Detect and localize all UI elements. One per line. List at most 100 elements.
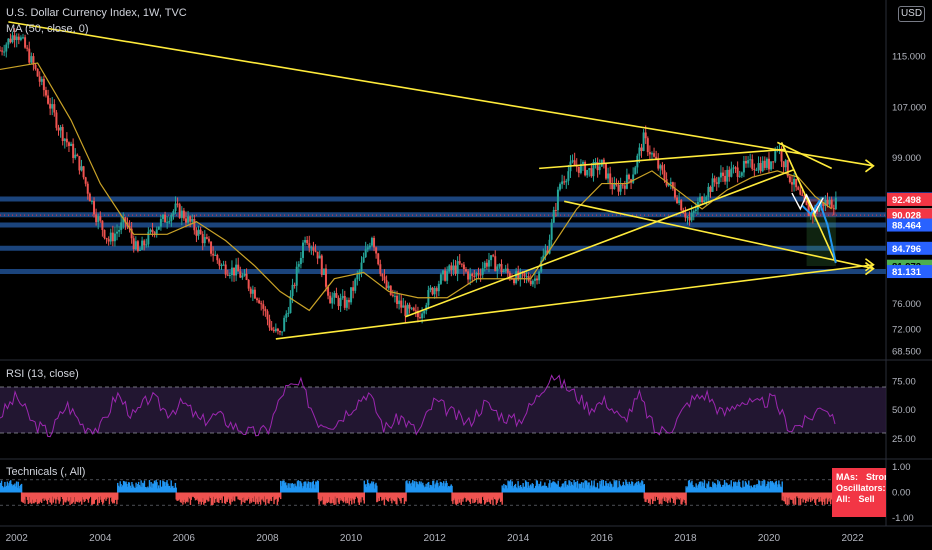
price-candle: [78, 156, 81, 171]
tech-bar: [281, 481, 284, 493]
price-candle: [134, 241, 137, 250]
tech-bar: [260, 492, 263, 500]
price-candle: [770, 161, 773, 170]
tech-bar: [291, 483, 294, 493]
tech-bar: [640, 485, 642, 493]
tech-bar: [122, 485, 124, 493]
tech-bar: [810, 492, 813, 498]
tech-bar: [643, 492, 646, 499]
price-candle: [373, 237, 376, 248]
tech-bar: [230, 492, 233, 500]
tech-bar: [397, 492, 400, 498]
price-candle: [184, 218, 187, 223]
tech-osc-row: Oscillators:N: [836, 483, 886, 494]
tech-bar: [348, 492, 350, 505]
tech-bar: [686, 487, 688, 493]
tech-bar: [408, 481, 411, 493]
tech-bar: [795, 492, 798, 497]
tech-bar: [284, 483, 286, 493]
price-candle: [111, 232, 114, 242]
price-candle: [506, 268, 509, 273]
tech-bar: [378, 492, 381, 501]
tech-bar: [70, 492, 72, 498]
level-label: 90.028: [892, 211, 921, 222]
tech-bar: [25, 492, 27, 497]
tech-bar: [797, 492, 799, 499]
tech-bar: [356, 492, 358, 497]
tech-bar: [351, 492, 353, 505]
tech-bar: [152, 483, 154, 493]
tech-bar: [313, 484, 315, 493]
tech-all-label: All:: [836, 494, 851, 504]
tech-bar: [815, 492, 818, 500]
tech-bar: [508, 481, 510, 493]
price-panel[interactable]: [0, 21, 886, 340]
tech-bar: [308, 488, 310, 493]
tech-bar: [519, 487, 521, 493]
price-candle: [707, 186, 710, 197]
price-candle: [786, 160, 789, 177]
tech-bar: [144, 486, 147, 493]
tech-bar: [758, 480, 761, 493]
tech-bar: [287, 483, 289, 493]
price-candle: [713, 178, 716, 183]
technicals-panel[interactable]: [0, 479, 886, 506]
price-candle: [646, 138, 649, 153]
price-candle: [67, 142, 70, 146]
price-candle: [780, 148, 783, 162]
tech-bar: [56, 492, 58, 500]
tech-bar: [0, 480, 3, 493]
rsi-panel[interactable]: [0, 374, 886, 438]
tech-bar: [280, 492, 282, 500]
price-candle: [481, 268, 484, 275]
price-candle: [740, 172, 743, 176]
currency-button[interactable]: USD: [898, 6, 925, 22]
tech-bar: [677, 492, 679, 498]
tech-bar: [503, 483, 505, 493]
tech-bar: [314, 488, 316, 493]
tech-bar: [821, 492, 824, 505]
tech-bar: [301, 488, 304, 493]
tech-bar: [721, 486, 723, 493]
tech-bar: [432, 480, 435, 493]
price-candle: [86, 183, 89, 194]
tech-bar: [128, 482, 131, 493]
tech-bar: [322, 492, 325, 505]
tech-bar: [698, 481, 701, 493]
tech-bar: [213, 492, 216, 503]
tech-bar: [264, 492, 266, 497]
tech-bar: [661, 492, 664, 499]
price-candle: [567, 171, 570, 181]
tech-bar: [303, 481, 305, 493]
price-candle: [26, 47, 29, 49]
tech-bar: [130, 487, 132, 493]
price-candle: [320, 255, 323, 275]
price-candle: [297, 264, 300, 267]
tech-bar: [539, 481, 542, 493]
tech-bar: [163, 482, 166, 493]
ma-legend: MA (50, close, 0): [6, 23, 89, 35]
tech-bar: [36, 492, 39, 505]
tech-bar: [18, 488, 20, 493]
price-candle: [182, 210, 185, 219]
y-tick-label: 115.000: [892, 52, 926, 63]
tech-bar: [642, 484, 645, 493]
tech-bar: [325, 492, 328, 502]
tech-bar: [67, 492, 70, 502]
tech-bar: [638, 484, 640, 493]
tech-bar: [376, 485, 378, 493]
tech-bar: [1, 486, 4, 493]
tech-bar: [718, 481, 721, 493]
tech-bar: [763, 480, 765, 493]
tech-bar: [145, 487, 147, 493]
tech-bar: [443, 481, 445, 493]
tech-bar: [205, 492, 208, 500]
tech-bar: [826, 492, 829, 505]
tech-bar: [756, 483, 758, 493]
price-candle: [17, 36, 20, 40]
tech-bar: [794, 492, 796, 499]
tech-bar: [696, 485, 698, 493]
tech-bar: [509, 479, 512, 493]
tech-bar: [25, 492, 28, 497]
tech-bar: [401, 492, 403, 498]
